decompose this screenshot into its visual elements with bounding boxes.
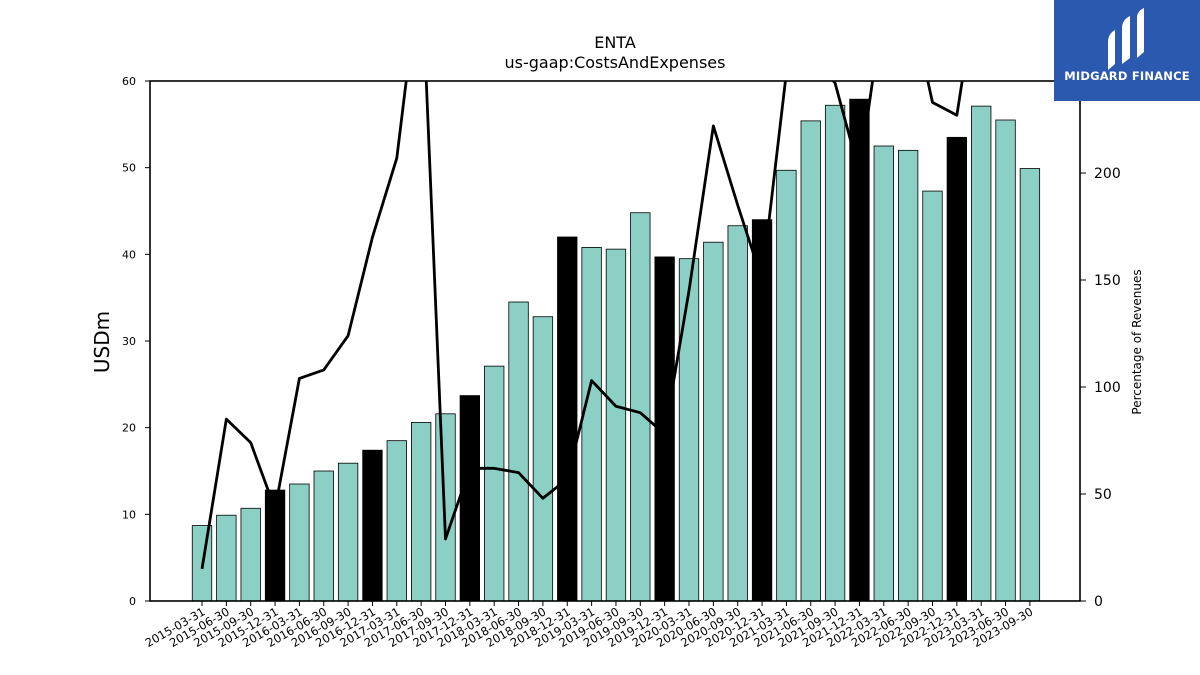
y-axis-left: 0 10 20 30 40 50 60 [122, 75, 150, 608]
y2-tick-label: 200 [1094, 166, 1121, 182]
bar-2017-12-31 [459, 395, 481, 602]
bar-2023-09-30 [1019, 168, 1041, 602]
bar-series [191, 98, 1041, 602]
bar-2022-06-30 [898, 149, 919, 602]
midgard-finance-logo: MIDGARD FINANCE [1054, 0, 1200, 101]
bar-2021-03-31 [776, 169, 797, 602]
y-tick-label: 40 [122, 248, 136, 261]
y2-tick-label: 50 [1094, 487, 1112, 503]
y-tick-label: 60 [122, 75, 136, 88]
chart-title: ENTA [594, 33, 636, 52]
bar-2023-06-30 [995, 119, 1016, 602]
midgard-logo-icon [1108, 8, 1144, 70]
bar-2021-12-31 [849, 98, 870, 602]
y-tick-label: 30 [122, 335, 136, 348]
bar-2016-03-31 [289, 483, 310, 602]
y2-tick-label: 0 [1094, 594, 1103, 610]
y2-tick-label: 100 [1094, 380, 1121, 396]
y-tick-label: 10 [122, 508, 136, 521]
bar-2018-09-30 [532, 316, 554, 602]
bar-2016-06-30 [313, 470, 334, 602]
bar-2022-03-31 [873, 145, 894, 602]
bar-2020-09-30 [727, 225, 748, 602]
y2-tick-label: 150 [1094, 273, 1121, 289]
bar-2022-12-31 [946, 136, 967, 602]
bar-2016-09-30 [337, 462, 359, 602]
bar-2018-06-30 [508, 301, 529, 602]
y-axis-right: 050100150200250 [1080, 59, 1121, 610]
bar-2020-06-30 [703, 241, 724, 602]
line-series [200, 81, 964, 570]
y-tick-label: 20 [122, 422, 136, 435]
bar-2015-09-30 [240, 507, 261, 602]
bar-2023-03-31 [971, 105, 992, 602]
bar-2019-03-31 [581, 246, 602, 602]
y2-axis-label: Percentage of Revenues [1130, 269, 1144, 414]
bar-2018-12-31 [557, 236, 578, 602]
bar-2016-12-31 [362, 449, 383, 602]
y-tick-label: 50 [122, 162, 136, 175]
x-axis: 2015-03-312015-06-302015-09-302015-12-31… [143, 601, 1035, 650]
bar-2015-06-30 [216, 514, 237, 602]
bar-2019-09-30 [630, 212, 651, 602]
y-tick-label: 0 [129, 595, 136, 608]
bar-2018-03-31 [484, 365, 505, 602]
percentage-of-revenues-line [200, 81, 964, 570]
bar-2022-09-30 [922, 190, 943, 602]
bar-2021-06-30 [800, 120, 821, 602]
bar-2020-03-31 [678, 258, 700, 602]
bar-2017-06-30 [410, 422, 432, 602]
y-axis-label: USDm [90, 311, 114, 373]
logo-text: MIDGARD FINANCE [1064, 69, 1190, 83]
bar-2021-09-30 [824, 104, 846, 602]
chart-subtitle: us-gaap:CostsAndExpenses [505, 53, 726, 72]
bar-2019-06-30 [605, 248, 627, 602]
bar-2017-03-31 [386, 440, 407, 602]
